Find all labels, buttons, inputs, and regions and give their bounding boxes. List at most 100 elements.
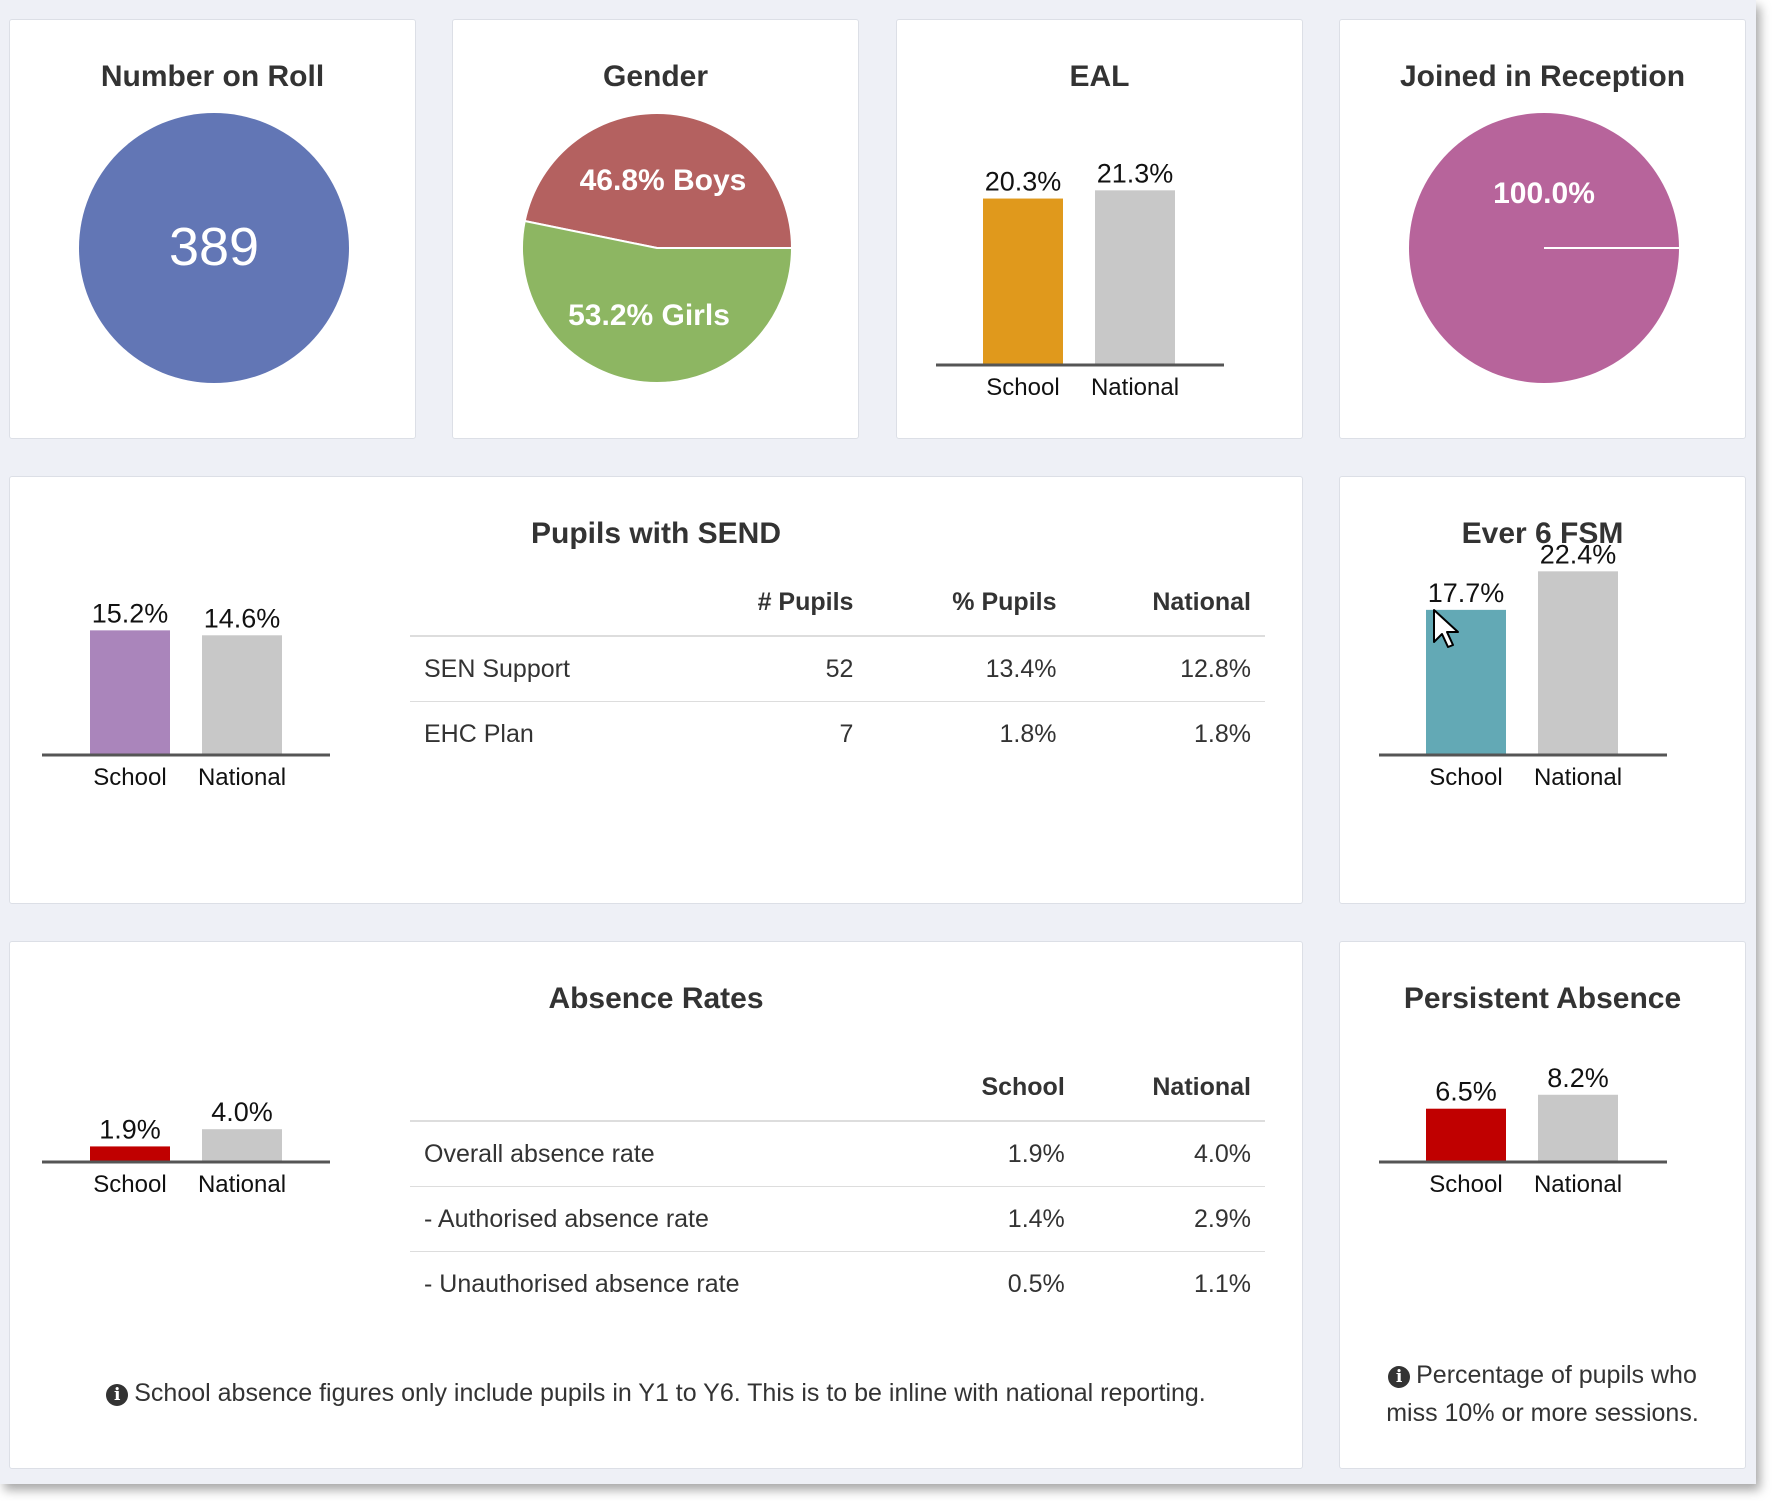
send-card: Pupils with SEND 15.2% School 14.6% Nationa…	[9, 476, 1303, 904]
category-label: School	[93, 764, 166, 791]
column-header: % Pupils	[867, 569, 1071, 637]
table-cell: 2.9%	[1078, 1186, 1265, 1252]
table-cell: 13.4%	[985, 654, 1057, 683]
table-row: - Unauthorised absence rate 0.5% 1.1%	[410, 1251, 1265, 1316]
eal-card: EAL 20.3% School 21.3% National	[896, 19, 1303, 439]
category-label: National	[1091, 374, 1179, 401]
absence-bar-chart: 1.9% School 4.0% National	[42, 1097, 330, 1198]
bar-school	[1426, 1108, 1506, 1162]
card-title: Persistent Absence	[1403, 982, 1682, 1015]
bar-national	[202, 635, 282, 755]
info-icon: i	[1388, 1366, 1411, 1388]
bar-school	[983, 198, 1063, 365]
table-cell: 52	[825, 654, 854, 683]
pie-label-reception: 100.0%	[1493, 177, 1595, 210]
fsm-card: Ever 6 FSM 17.7% School 22.4% National	[1339, 476, 1746, 904]
absence-note-text: School absence figures only include pupi…	[134, 1379, 1206, 1407]
joined-in-reception-card: Joined in Reception 100.0%	[1339, 19, 1746, 439]
persistent-absence-note: i Percentage of pupils who miss 10% or mo…	[1340, 1356, 1745, 1432]
pie-label-girls: 53.2% Girls	[568, 299, 730, 332]
absence-table: School National Overall absence rate 1.9…	[410, 1054, 1265, 1316]
reception-pie-chart: 100.0%	[1409, 113, 1679, 383]
category-label: School	[1429, 764, 1502, 791]
category-label: National	[1534, 764, 1622, 791]
table-cell: 1.9%	[1007, 1139, 1065, 1168]
column-header: # Pupils	[677, 569, 868, 637]
table-header-row: School National	[410, 1054, 1265, 1122]
table-row: - Authorised absence rate 1.4% 2.9%	[410, 1186, 1265, 1252]
data-label: 14.6%	[204, 603, 281, 633]
table-cell: 1.8%	[867, 701, 1071, 766]
data-label: 4.0%	[211, 1097, 273, 1127]
bar-national	[202, 1129, 282, 1162]
category-label: National	[198, 1171, 286, 1198]
table-row: SEN Support 52 13.4% 12.8%	[410, 636, 1265, 702]
eal-bar-chart: 20.3% School 21.3% National	[936, 158, 1224, 401]
bar-national	[1095, 190, 1175, 365]
table-row: EHC Plan 7 1.8% 1.8%	[410, 701, 1265, 766]
row-label: - Unauthorised absence rate	[410, 1251, 916, 1316]
data-label: 20.3%	[985, 167, 1062, 197]
column-header: National	[1078, 1054, 1265, 1122]
data-label: 1.9%	[99, 1114, 161, 1144]
data-label: 21.3%	[1097, 158, 1174, 188]
info-icon: i	[106, 1384, 129, 1406]
table-cell: 4.0%	[1194, 1139, 1251, 1168]
column-header	[410, 1054, 916, 1122]
data-label: 22.4%	[1540, 539, 1617, 569]
row-label: EHC Plan	[410, 701, 678, 766]
persistent-note-line2: miss 10% or more sessions.	[1386, 1399, 1699, 1427]
table-cell: 1.4%	[915, 1186, 1079, 1252]
absence-card: Absence Rates 1.9% School 4.0% National Sch…	[9, 941, 1303, 1469]
bar-national	[1538, 571, 1618, 755]
table-cell: 1.1%	[1078, 1251, 1265, 1316]
number-on-roll-card: Number on Roll 389	[9, 19, 416, 439]
bar-national	[1538, 1094, 1618, 1162]
category-label: School	[1429, 1171, 1502, 1198]
persistent-absence-card: Persistent Absence 6.5% School 8.2% Nationa…	[1339, 941, 1746, 1469]
row-label: Overall absence rate	[424, 1139, 655, 1168]
table-cell: 0.5%	[915, 1251, 1079, 1316]
dashboard: Number on Roll 389 Gender 46.8% Boys 53.…	[0, 0, 1756, 1484]
card-title: Number on Roll	[100, 60, 325, 93]
table-cell: 12.8%	[1180, 654, 1251, 683]
persistent-note-line1: Percentage of pupils who	[1416, 1361, 1697, 1389]
table-cell: 7	[677, 701, 868, 766]
card-title: Joined in Reception	[1399, 60, 1686, 93]
number-on-roll-circle: 389	[79, 113, 349, 383]
table-row: Overall absence rate 1.9% 4.0%	[410, 1121, 1265, 1187]
category-label: National	[198, 764, 286, 791]
card-title: EAL	[1069, 60, 1130, 93]
row-label: SEN Support	[424, 654, 570, 683]
card-title: Ever 6 FSM	[1461, 517, 1624, 550]
category-label: School	[986, 374, 1059, 401]
pie-slice-boys	[523, 112, 794, 249]
send-bar-chart: 15.2% School 14.6% National	[42, 598, 330, 791]
pie-label-boys: 46.8% Boys	[580, 164, 747, 197]
persistent-absence-bar-chart: 6.5% School 8.2% National	[1379, 1063, 1667, 1198]
data-label: 17.7%	[1428, 578, 1505, 608]
column-header: National	[1070, 569, 1265, 637]
category-label: School	[93, 1171, 166, 1198]
column-header: School	[915, 1054, 1079, 1122]
card-title: Gender	[602, 60, 709, 93]
number-on-roll-value: 389	[169, 217, 259, 277]
card-title: Absence Rates	[548, 982, 764, 1015]
column-header	[410, 569, 678, 637]
bar-school	[90, 1146, 170, 1162]
pie-slice-girls	[521, 219, 794, 384]
table-cell: 1.8%	[1070, 701, 1265, 766]
absence-note: i School absence figures only include pup…	[10, 1374, 1302, 1412]
row-label: - Authorised absence rate	[410, 1186, 916, 1252]
gender-pie-chart: 46.8% Boys 53.2% Girls	[521, 112, 794, 384]
fsm-bar-chart: 17.7% School 22.4% National	[1379, 539, 1667, 791]
category-label: National	[1534, 1171, 1622, 1198]
mouse-cursor-icon	[1433, 609, 1459, 648]
table-header-row: # Pupils % Pupils National	[410, 569, 1265, 637]
gender-card: Gender 46.8% Boys 53.2% Girls	[452, 19, 859, 439]
card-title: Pupils with SEND	[530, 517, 782, 550]
bar-school	[90, 630, 170, 755]
data-label: 8.2%	[1547, 1063, 1609, 1093]
data-label: 15.2%	[92, 598, 169, 628]
send-table: # Pupils % Pupils National SEN Support 5…	[410, 569, 1265, 766]
